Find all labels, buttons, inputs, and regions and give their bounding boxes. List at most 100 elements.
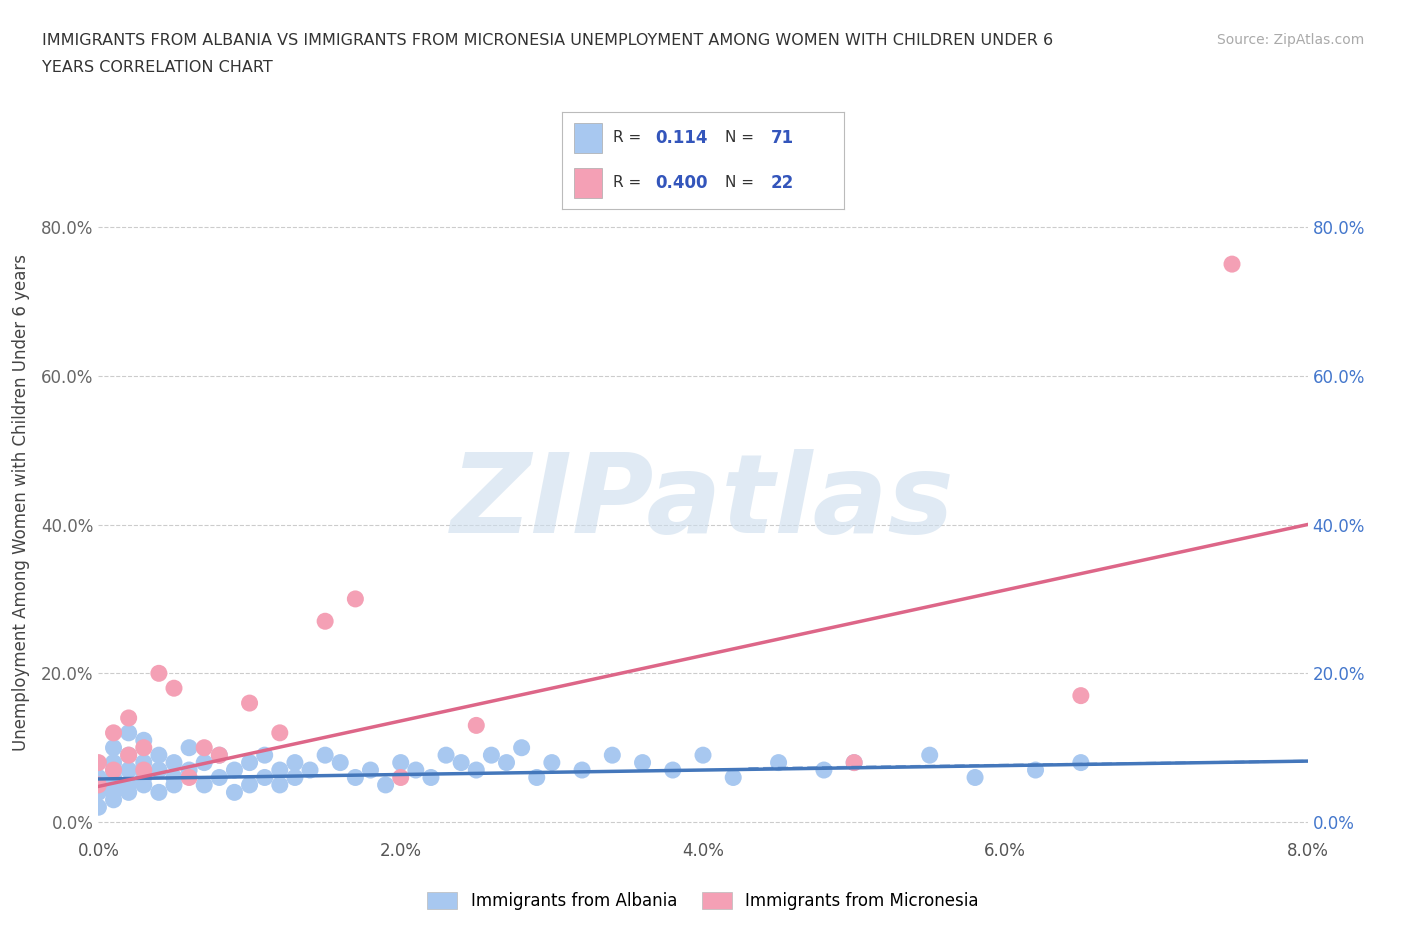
Point — [481, 748, 503, 763]
Point — [179, 763, 201, 777]
Point — [239, 755, 262, 770]
Text: Source: ZipAtlas.com: Source: ZipAtlas.com — [1216, 33, 1364, 46]
Point — [132, 770, 155, 785]
Point — [148, 785, 170, 800]
Point — [1025, 763, 1047, 777]
Point — [118, 748, 141, 763]
Text: IMMIGRANTS FROM ALBANIA VS IMMIGRANTS FROM MICRONESIA UNEMPLOYMENT AMONG WOMEN W: IMMIGRANTS FROM ALBANIA VS IMMIGRANTS FR… — [42, 33, 1053, 47]
Point — [299, 763, 322, 777]
Point — [692, 748, 714, 763]
Point — [118, 763, 141, 777]
Point — [148, 763, 170, 777]
Point — [103, 725, 125, 740]
Point — [269, 725, 291, 740]
Point — [148, 666, 170, 681]
Bar — [574, 124, 602, 153]
Point — [224, 763, 246, 777]
Point — [103, 777, 125, 792]
Text: 22: 22 — [770, 174, 794, 192]
Point — [208, 748, 231, 763]
Point — [510, 740, 533, 755]
Point — [1220, 257, 1243, 272]
Point — [284, 755, 307, 770]
Point — [420, 770, 443, 785]
Point — [87, 770, 110, 785]
Point — [132, 733, 155, 748]
Point — [132, 740, 155, 755]
Point — [87, 800, 110, 815]
Point — [571, 763, 593, 777]
Point — [103, 792, 125, 807]
Point — [269, 763, 291, 777]
Point — [526, 770, 548, 785]
Point — [631, 755, 654, 770]
Point — [87, 785, 110, 800]
Point — [103, 770, 125, 785]
Text: 0.400: 0.400 — [655, 174, 707, 192]
Point — [253, 770, 276, 785]
Point — [813, 763, 835, 777]
Point — [253, 748, 276, 763]
Text: 0.114: 0.114 — [655, 129, 707, 147]
Point — [495, 755, 517, 770]
Point — [269, 777, 291, 792]
Text: YEARS CORRELATION CHART: YEARS CORRELATION CHART — [42, 60, 273, 75]
Point — [103, 755, 125, 770]
Point — [193, 777, 215, 792]
Point — [179, 770, 201, 785]
Point — [103, 763, 125, 777]
Point — [163, 681, 186, 696]
Point — [118, 777, 141, 792]
Point — [541, 755, 564, 770]
Point — [118, 725, 141, 740]
Point — [389, 755, 412, 770]
Point — [465, 718, 488, 733]
Point — [103, 785, 125, 800]
Point — [239, 696, 262, 711]
Point — [163, 755, 186, 770]
Y-axis label: Unemployment Among Women with Children Under 6 years: Unemployment Among Women with Children U… — [11, 254, 30, 751]
Point — [103, 763, 125, 777]
Point — [602, 748, 624, 763]
Point — [239, 777, 262, 792]
Text: N =: N = — [725, 176, 759, 191]
Point — [193, 740, 215, 755]
Point — [87, 755, 110, 770]
Point — [193, 755, 215, 770]
Point — [208, 748, 231, 763]
Point — [314, 748, 336, 763]
Point — [450, 755, 472, 770]
Bar — [574, 168, 602, 197]
Point — [723, 770, 745, 785]
Point — [224, 785, 246, 800]
Point — [844, 755, 866, 770]
Point — [389, 770, 412, 785]
Point — [1070, 755, 1092, 770]
Point — [918, 748, 941, 763]
Point — [768, 755, 790, 770]
Point — [344, 591, 367, 606]
Text: ZIPatlas: ZIPatlas — [451, 448, 955, 556]
Point — [103, 740, 125, 755]
Point — [132, 755, 155, 770]
Point — [148, 748, 170, 763]
Point — [434, 748, 457, 763]
Legend: Immigrants from Albania, Immigrants from Micronesia: Immigrants from Albania, Immigrants from… — [420, 885, 986, 917]
Point — [844, 755, 866, 770]
Point — [163, 770, 186, 785]
Point — [179, 740, 201, 755]
Point — [284, 770, 307, 785]
Point — [132, 763, 155, 777]
Point — [374, 777, 396, 792]
Point — [662, 763, 685, 777]
Point — [1070, 688, 1092, 703]
Point — [118, 711, 141, 725]
Point — [405, 763, 427, 777]
Text: N =: N = — [725, 130, 759, 145]
Point — [344, 770, 367, 785]
Point — [132, 777, 155, 792]
Text: R =: R = — [613, 130, 647, 145]
Point — [314, 614, 336, 629]
Point — [208, 770, 231, 785]
Text: R =: R = — [613, 176, 647, 191]
